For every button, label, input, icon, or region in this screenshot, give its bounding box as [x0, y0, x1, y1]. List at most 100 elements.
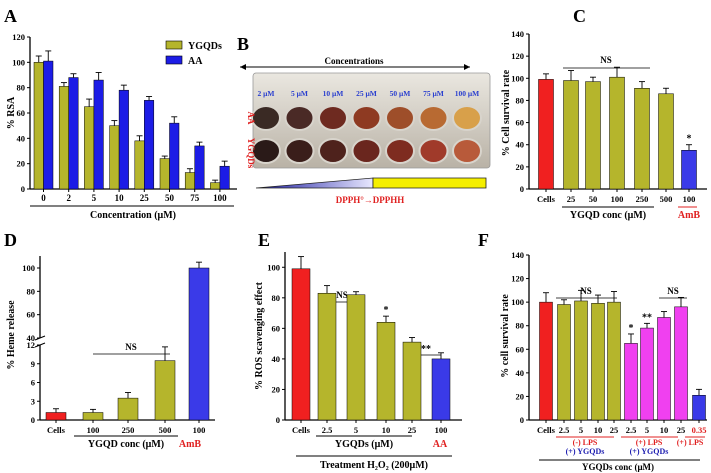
- panel-e-bar: [317, 292, 337, 421]
- panel-e-group-label: YGQDs (μM): [335, 439, 393, 450]
- panel-d-xtick-label: 250: [122, 425, 135, 435]
- panel-d-ytick-label: 12: [27, 340, 36, 350]
- panel-f-ylabel: % cell survival rate: [500, 294, 511, 378]
- panel-e-xtick-label: 10: [382, 425, 391, 435]
- panel-e-ylabel: % ROS scavenging effect: [254, 281, 265, 390]
- panel-f-bar: [557, 304, 571, 421]
- panel-e-bar: [402, 341, 422, 421]
- panel-c-bar: [585, 81, 601, 190]
- panel-c-xtick-label: Cells: [537, 194, 556, 204]
- panel-a-ytick-label: 60: [17, 108, 26, 118]
- panel-a-bar-aa: [43, 60, 54, 190]
- row-label-ygqds: YGQDs: [246, 138, 256, 169]
- panel-a-bar-ygqds: [159, 158, 170, 190]
- panel-f-xtick-label: Cells: [537, 425, 556, 435]
- well-ygqds: [351, 138, 382, 164]
- panel-b-letter: B: [237, 34, 249, 54]
- well-concentration-label: 5 μM: [291, 89, 308, 98]
- panel-a-letter: A: [4, 6, 17, 26]
- legend-label-aa: AA: [188, 56, 203, 67]
- panel-a-bar-aa: [169, 122, 180, 190]
- panel-a-xtick-label: 25: [140, 193, 150, 203]
- panel-d-ylabel: % Heme release: [6, 300, 17, 370]
- panel-a-ytick-label: 20: [17, 159, 26, 169]
- panel-d-ytick-label: 80: [27, 286, 36, 296]
- well-aa: [351, 105, 382, 131]
- panel-f-xlabel: YGQDs conc (μM): [582, 462, 654, 472]
- panel-f-ytick-label: 140: [511, 250, 524, 260]
- panel-e-ns: NS: [336, 290, 348, 300]
- panel-c-xtick-label: 500: [660, 194, 673, 204]
- panel-a-legend: YGQDs AA: [165, 40, 222, 67]
- panel-e-xtick-label: 25: [408, 425, 417, 435]
- panel-d-ytick-label: 0: [31, 415, 35, 425]
- panel-a-xtick-label: 2: [66, 193, 71, 203]
- panel-f-ytick-label: 60: [516, 344, 525, 354]
- panel-f-letter: F: [478, 230, 489, 250]
- panel-b: B Concentrations 2 μM 5 μM 10 μM 25 μM 50 μM…: [237, 34, 491, 205]
- well-aa: [284, 105, 315, 131]
- panel-c: C % Cell survival rate NS YGQD conc (μM)…: [501, 6, 707, 221]
- panel-e-bar: [291, 268, 311, 421]
- panel-a-bar-ygqds: [109, 125, 120, 190]
- panel-f-xtick-label: 10: [660, 425, 669, 435]
- panel-f-significance: **: [642, 312, 652, 323]
- panel-a-ytick-label: 120: [12, 32, 25, 42]
- panel-d-amb-label: AmB: [179, 439, 202, 450]
- well-aa: [251, 105, 281, 131]
- panel-c-bar: [609, 76, 625, 190]
- panel-e-ytick-label: 100: [267, 262, 280, 272]
- panel-a-bar-ygqds: [210, 182, 221, 190]
- panel-f-bar: [591, 303, 605, 421]
- panel-e-xtick-label: Cells: [292, 425, 311, 435]
- panel-a-bar-ygqds: [134, 140, 145, 190]
- well-concentration-label: 25 μM: [356, 89, 377, 98]
- well-ygqds: [385, 138, 415, 164]
- panel-e-treatment-label: Treatment H₂O₂ (200μM): [320, 460, 428, 471]
- panel-c-ylabel: % Cell survival rate: [501, 69, 512, 156]
- panel-f-ytick-label: 20: [516, 391, 525, 401]
- panel-e-ytick-label: 20: [272, 384, 281, 394]
- panel-d-bar: [82, 412, 104, 421]
- panel-a-bar-aa: [219, 165, 230, 190]
- panel-f-bar: [624, 343, 638, 421]
- panel-c-xtick-label: 250: [636, 194, 649, 204]
- panel-a-xtick-label: 5: [92, 193, 97, 203]
- panel-e: E % ROS scavenging effect NS ** YGQDs (μ…: [254, 230, 462, 471]
- well-concentration-label: 10 μM: [323, 89, 344, 98]
- reaction-label: DPPH°→DPPHH: [336, 195, 405, 205]
- panel-f-xtick-label: 5: [579, 425, 583, 435]
- panel-f-bar: [674, 306, 688, 421]
- panel-e-bar: [431, 358, 451, 421]
- well-concentration-label: 100 μM: [455, 89, 479, 98]
- panel-f-bar: [574, 300, 588, 421]
- panel-a: A % RSA Concentration (μM) YGQDs AA 0204…: [4, 6, 237, 221]
- panel-d-letter: D: [4, 230, 17, 250]
- panel-f-xtick-label: 5: [645, 425, 649, 435]
- panel-f-xtick-label: 25: [610, 425, 619, 435]
- panel-d-ytick-label: 3: [31, 396, 35, 406]
- panel-f-bar: [640, 327, 654, 421]
- panel-d-ytick-label: 40: [27, 333, 36, 343]
- panel-d-ytick-label: 60: [27, 310, 36, 320]
- panel-a-xtick-label: 75: [190, 193, 200, 203]
- panel-e-significance: *: [384, 305, 389, 316]
- panel-f: F % cell survival rate NS NS (-) LPS (+)…: [478, 230, 707, 472]
- panel-f-ytick-label: 80: [516, 321, 525, 331]
- panel-f-group-1b: (+) YGQDs: [566, 447, 605, 456]
- panel-d-xtick-label: 500: [159, 425, 172, 435]
- panel-e-bar: [376, 322, 396, 421]
- panel-c-xtick-label: 50: [589, 194, 598, 204]
- panel-c-ytick-label: 0: [520, 184, 524, 194]
- panel-a-bar-aa: [118, 89, 129, 190]
- panel-e-letter: E: [258, 230, 270, 250]
- panel-f-ytick-label: 120: [511, 274, 524, 284]
- panel-c-ytick-label: 80: [516, 95, 525, 105]
- panel-c-ytick-label: 140: [511, 29, 524, 39]
- panel-d-bar: [117, 397, 139, 421]
- panel-f-ytick-label: 0: [520, 415, 524, 425]
- panel-a-xtick-label: 100: [213, 193, 227, 203]
- panel-b-title: Concentrations: [325, 56, 384, 66]
- panel-e-xtick-label: 2.5: [322, 425, 333, 435]
